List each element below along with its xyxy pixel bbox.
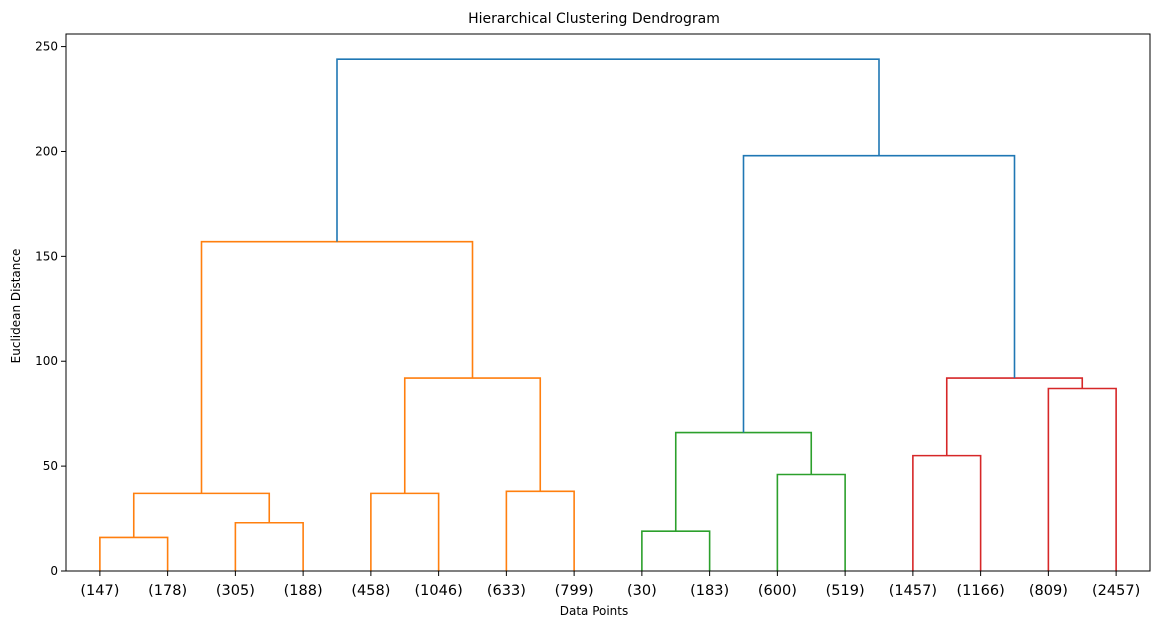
- x-axis-label: Data Points: [560, 604, 629, 618]
- leaf-label: (188): [284, 583, 323, 599]
- y-tick-label: 50: [43, 459, 58, 473]
- y-tick-label: 250: [35, 40, 58, 54]
- leaf-label: (178): [148, 583, 187, 599]
- leaf-label: (1166): [957, 583, 1005, 599]
- dendrogram-link-m6: [403, 377, 542, 494]
- dendrogram-link-m4: [370, 492, 440, 571]
- leaf-label: (809): [1029, 583, 1068, 599]
- leaf-label: (633): [487, 583, 526, 599]
- y-axis-ticks: 0 50 100 150 200 250: [35, 40, 66, 578]
- dendrogram-link-m15: [336, 58, 880, 242]
- dendrogram-link-m12: [1047, 387, 1117, 571]
- y-axis-label: Euclidean Distance: [9, 249, 23, 364]
- leaf-label: (458): [351, 583, 390, 599]
- x-axis-ticks: (147) (178) (305) (188) (458) (1046) (633) (799…: [80, 571, 1140, 599]
- y-tick-label: 200: [35, 144, 58, 158]
- dendrogram-link-m8: [641, 530, 711, 571]
- leaf-label: (799): [555, 583, 594, 599]
- leaf-label: (2457): [1092, 583, 1140, 599]
- y-tick-label: 100: [35, 354, 58, 368]
- dendrogram-links: [99, 58, 1117, 571]
- leaf-label: (147): [80, 583, 119, 599]
- leaf-label: (519): [826, 583, 865, 599]
- plot-frame: [65, 33, 1151, 572]
- chart-title: Hierarchical Clustering Dendrogram: [468, 11, 720, 27]
- leaf-label: (600): [758, 583, 797, 599]
- dendrogram-link-m5: [505, 490, 575, 571]
- leaf-label: (1046): [415, 583, 463, 599]
- dendrogram-link-m1: [99, 536, 169, 571]
- leaf-label: (183): [690, 583, 729, 599]
- dendrogram-link-m9: [776, 473, 846, 571]
- dendrogram-link-m11: [912, 454, 982, 571]
- y-tick-label: 0: [50, 564, 58, 578]
- leaf-label: (1457): [889, 583, 937, 599]
- dendrogram-link-m7: [200, 240, 474, 494]
- leaf-label: (305): [216, 583, 255, 599]
- dendrogram-link-m2: [234, 521, 304, 571]
- dendrogram-link-m13: [945, 377, 1084, 456]
- leaf-label: (30): [627, 583, 657, 599]
- dendrogram-link-m10: [674, 431, 813, 532]
- dendrogram-link-m3: [132, 492, 271, 538]
- dendrogram-link-m14: [742, 154, 1016, 433]
- y-tick-label: 150: [35, 249, 58, 263]
